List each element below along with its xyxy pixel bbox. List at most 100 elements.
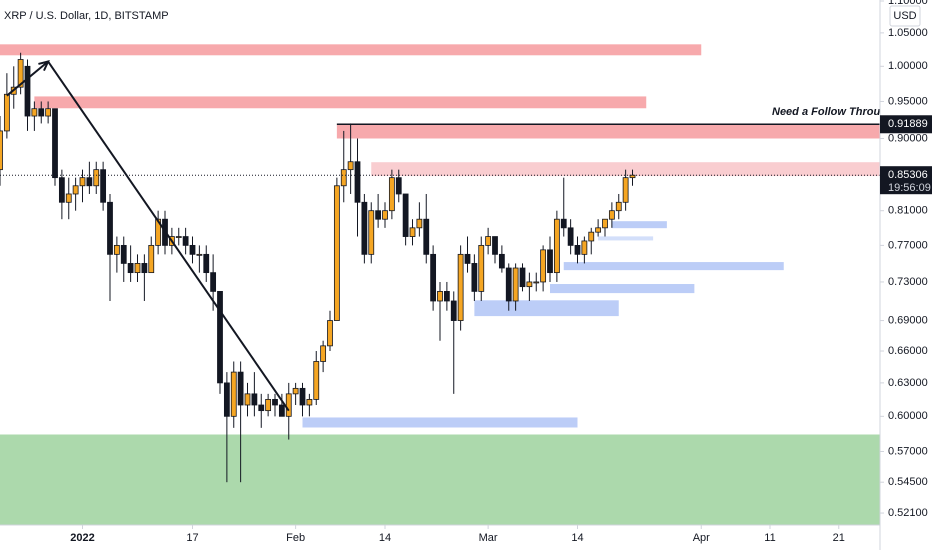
candle-body — [230, 371, 237, 417]
candle-body — [86, 177, 93, 187]
y-tick-label: 1.00000 — [888, 60, 928, 72]
y-tick-label: 0.95000 — [888, 95, 928, 107]
last-price-label: 0.85306 — [888, 169, 928, 181]
zone — [550, 284, 695, 294]
candle-body — [581, 240, 588, 255]
currency[interactable]: USD — [893, 10, 916, 22]
zone — [611, 221, 667, 229]
candle-body — [31, 108, 38, 117]
y-tick-label: 0.52100 — [888, 507, 928, 519]
candle-body — [526, 281, 533, 288]
candle-body — [93, 169, 100, 187]
x-tick-label: 17 — [186, 532, 198, 544]
candle-body — [223, 382, 230, 417]
candle-body — [388, 177, 395, 212]
candle-body — [540, 249, 547, 283]
candle-body — [285, 393, 292, 417]
candle-body — [313, 361, 320, 400]
zone — [598, 236, 654, 241]
candle-body — [278, 404, 285, 417]
y-tick-label: 0.57000 — [888, 445, 928, 457]
candle-body — [237, 371, 244, 406]
candle-body — [272, 399, 278, 406]
last-price-box — [880, 166, 932, 195]
candle-body — [361, 201, 368, 255]
countdown: 19:56:09 — [888, 182, 931, 194]
zone — [0, 44, 702, 56]
candle-body — [437, 290, 443, 302]
y-tick-label: 0.60000 — [888, 410, 928, 422]
y-tick-label: 0.54500 — [888, 476, 928, 488]
candle-body — [354, 161, 361, 203]
zone — [34, 96, 647, 109]
y-tick-label: 0.77000 — [888, 239, 928, 251]
x-tick-label: 2022 — [70, 532, 94, 544]
candle-body — [0, 130, 3, 171]
candle-body — [492, 236, 498, 255]
y-tick-label: 0.66000 — [888, 345, 928, 357]
x-tick-label: 14 — [379, 532, 391, 544]
candle-body — [17, 59, 24, 88]
candle-body — [588, 231, 595, 242]
candle-body — [347, 161, 354, 171]
currency-box[interactable] — [889, 5, 921, 27]
candle-body — [615, 201, 622, 212]
level-price-label: 0.91889 — [888, 118, 928, 130]
level-note: Need a Follow Through b — [772, 106, 904, 118]
candle-body — [127, 263, 134, 274]
candle-body — [409, 227, 416, 237]
candle-body — [45, 108, 52, 117]
x-tick-label: Feb — [286, 532, 305, 544]
candle-body — [155, 218, 162, 246]
candle-body — [292, 387, 299, 395]
zone — [371, 162, 880, 177]
candle-body — [58, 177, 65, 203]
candle-body — [547, 249, 553, 274]
candle-body — [498, 253, 505, 269]
x-tick-label: Mar — [479, 532, 498, 544]
y-tick-label: 0.73000 — [888, 276, 928, 288]
candle-body — [251, 393, 258, 406]
candle-body — [423, 218, 430, 255]
trend-line — [6, 60, 49, 97]
candle-body — [196, 253, 203, 256]
candle-body — [175, 236, 182, 238]
candle-body — [217, 290, 223, 384]
zone — [474, 300, 619, 317]
candle-body — [608, 210, 615, 220]
x-tick-label: 14 — [571, 532, 583, 544]
candle-body — [478, 244, 485, 292]
candle-body — [622, 177, 629, 203]
drawings: Need a Follow Through b — [0, 60, 904, 412]
candle-body — [65, 193, 72, 203]
zone — [563, 262, 784, 271]
candle-body — [327, 320, 333, 347]
candle-body — [443, 290, 450, 302]
zone — [0, 434, 880, 525]
candle-body — [457, 253, 464, 321]
candle-body — [471, 263, 478, 292]
candle-body — [395, 177, 402, 195]
candle-body — [52, 108, 58, 179]
candle-body — [533, 281, 540, 284]
candle-body — [333, 185, 340, 321]
candle-body — [113, 244, 120, 255]
candle-body — [512, 267, 519, 302]
candle-body — [3, 93, 10, 132]
candle-body — [602, 218, 608, 229]
candle-body — [141, 263, 148, 274]
candle-body — [560, 218, 567, 229]
candle-body — [210, 272, 217, 292]
candle-body — [100, 169, 107, 203]
candle-body — [519, 267, 526, 288]
candle-body — [574, 244, 581, 255]
candle-body — [485, 236, 492, 246]
candle-body — [203, 253, 210, 274]
candle-body — [244, 393, 251, 406]
y-tick-label: 1.05000 — [888, 27, 928, 39]
y-tick-label: 0.69000 — [888, 314, 928, 326]
candle-body — [299, 387, 306, 406]
candle-body — [505, 267, 512, 302]
y-tick-label: 0.63000 — [888, 377, 928, 389]
